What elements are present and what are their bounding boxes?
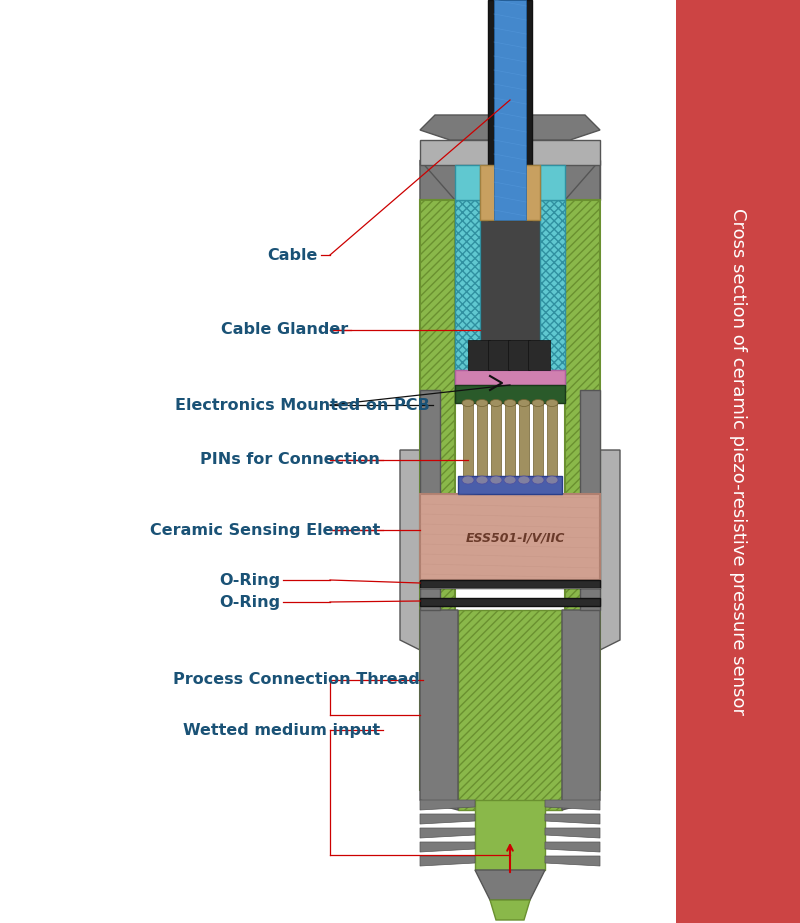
Bar (420, 580, 600, 588)
Polygon shape (580, 390, 600, 610)
Polygon shape (458, 476, 562, 494)
Bar (477, 403, 487, 480)
Polygon shape (420, 494, 600, 580)
Ellipse shape (490, 400, 502, 406)
Bar (455, 370, 565, 385)
Ellipse shape (518, 476, 530, 484)
Ellipse shape (546, 476, 558, 484)
Ellipse shape (532, 400, 544, 406)
Bar (488, 340, 510, 370)
Text: Process Connection Thread: Process Connection Thread (173, 673, 420, 688)
Text: Cable Glander: Cable Glander (221, 322, 348, 338)
Polygon shape (565, 200, 600, 800)
Text: Cross section of ceramic piezo-resistive pressure sensor: Cross section of ceramic piezo-resistive… (729, 208, 747, 715)
Polygon shape (455, 165, 480, 200)
Polygon shape (400, 450, 420, 650)
Polygon shape (420, 856, 475, 866)
Polygon shape (540, 165, 565, 200)
Polygon shape (545, 856, 600, 866)
Polygon shape (545, 814, 600, 824)
Bar (455, 385, 565, 403)
Ellipse shape (504, 400, 516, 406)
Bar (491, 403, 501, 480)
Text: Cable: Cable (268, 247, 318, 262)
Ellipse shape (490, 476, 502, 484)
Polygon shape (420, 140, 600, 165)
Bar (528, 340, 550, 370)
Bar (676, 0, 800, 923)
Polygon shape (545, 800, 600, 810)
Polygon shape (420, 390, 440, 610)
Text: Ceramic Sensing Element: Ceramic Sensing Element (150, 522, 380, 537)
Ellipse shape (462, 476, 474, 484)
Text: Electronics Mounted on PCB: Electronics Mounted on PCB (175, 398, 430, 413)
Polygon shape (420, 115, 600, 140)
Bar (488, 0, 532, 220)
Bar (420, 598, 600, 606)
Text: PINs for Connection: PINs for Connection (200, 452, 380, 468)
Ellipse shape (532, 476, 544, 484)
Text: O-Ring: O-Ring (219, 572, 280, 588)
Polygon shape (420, 800, 475, 810)
Bar (508, 340, 530, 370)
Bar (533, 403, 543, 480)
Polygon shape (540, 200, 565, 390)
Polygon shape (420, 814, 475, 824)
Polygon shape (420, 200, 455, 800)
Bar (463, 403, 473, 480)
Polygon shape (458, 610, 562, 810)
Bar (547, 403, 557, 480)
Polygon shape (565, 160, 600, 380)
Ellipse shape (518, 400, 530, 406)
Polygon shape (480, 165, 540, 220)
Polygon shape (545, 828, 600, 838)
Polygon shape (420, 828, 475, 838)
Ellipse shape (504, 476, 516, 484)
Polygon shape (475, 870, 545, 900)
Ellipse shape (546, 400, 558, 406)
Polygon shape (420, 160, 600, 200)
Text: O-Ring: O-Ring (219, 594, 280, 609)
Polygon shape (600, 450, 620, 650)
Bar (468, 340, 490, 370)
Polygon shape (475, 800, 545, 870)
Polygon shape (455, 200, 480, 390)
Polygon shape (562, 610, 600, 810)
Bar (480, 220, 540, 390)
Bar (519, 403, 529, 480)
Bar (494, 0, 526, 220)
Bar (505, 403, 515, 480)
Ellipse shape (462, 400, 474, 406)
Text: ESS501-I/V/IIC: ESS501-I/V/IIC (466, 532, 565, 545)
Text: Wetted medium input: Wetted medium input (183, 723, 380, 737)
Polygon shape (545, 842, 600, 852)
Ellipse shape (476, 400, 488, 406)
Polygon shape (490, 900, 530, 920)
Polygon shape (420, 160, 455, 380)
Polygon shape (420, 842, 475, 852)
Polygon shape (420, 610, 458, 810)
Ellipse shape (476, 476, 488, 484)
